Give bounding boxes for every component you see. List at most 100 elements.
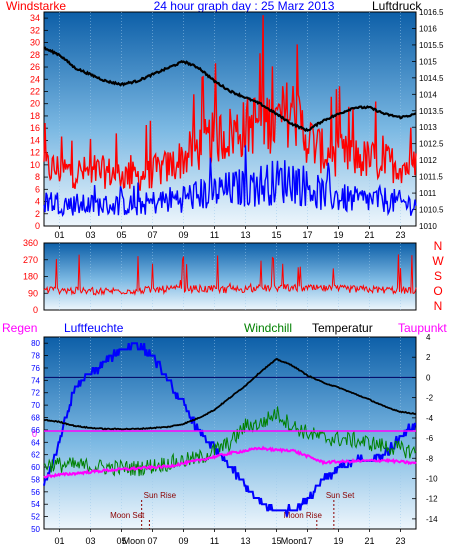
p2-direction-letter: O — [433, 284, 442, 298]
p1-y-right-tick: 1014.5 — [419, 74, 444, 83]
taupunkt-label: Taupunkt — [398, 321, 447, 335]
p1-y-left-tick: 18 — [30, 111, 40, 121]
p3-x-axis: 01 03 05 07 09 11 13 15 17 19 21 23 Moon Moon — [54, 529, 406, 546]
p3-y-left-tick: 76 — [31, 364, 40, 373]
p1-y-left-tick: 8 — [35, 172, 40, 182]
p1-x-tick: 07 — [147, 230, 157, 240]
p1-x-tick: 21 — [364, 230, 374, 240]
p3-y-right-tick: -8 — [426, 454, 434, 463]
p1-y-right-tick: 1016.5 — [419, 8, 444, 17]
p3-x-tick: 01 — [54, 536, 64, 546]
p1-y-left-tick: 34 — [30, 13, 40, 23]
p1-y-right-tick: 1013.5 — [419, 107, 444, 116]
rain-zero-marker: 0 — [32, 429, 37, 439]
p1-y-left-tick: 4 — [35, 197, 40, 207]
p3-y-left-tick: 58 — [31, 475, 40, 484]
p3-y-right-tick: -6 — [426, 434, 434, 443]
p1-y-left-tick: 24 — [30, 74, 40, 84]
p3-x-tick: 15 — [271, 536, 281, 546]
p1-y-right-tick: 1012 — [419, 156, 437, 165]
p1-x-tick: 15 — [271, 230, 281, 240]
p1-y-right-tick: 1016 — [419, 24, 437, 33]
p2-series — [43, 254, 417, 296]
moon-set-label: Moon Set — [110, 511, 145, 520]
p3-y-left-tick: 80 — [31, 339, 40, 348]
p1-y-left-tick: 26 — [30, 62, 40, 72]
p3-y-left-tick: 70 — [31, 401, 40, 410]
p1-y-right-tick: 1014 — [419, 90, 437, 99]
p1-series — [43, 15, 417, 218]
p3-x-tick: 17 — [302, 536, 312, 546]
p3-y-left-tick: 56 — [31, 488, 40, 497]
p1-x-tick: 09 — [178, 230, 188, 240]
p1-y-left-tick: 30 — [30, 38, 40, 48]
p3-y-left-tick: 62 — [31, 451, 40, 460]
p1-y-left-tick: 14 — [30, 135, 40, 145]
plot-area-wind-direction — [43, 242, 417, 311]
p3-y-left-tick: 66 — [31, 426, 40, 435]
p2-y-tick: 360 — [23, 238, 38, 248]
p1-y-left-tick: 12 — [30, 148, 40, 158]
p3-annotations: Sun Rise Sun Set Moon Set Moon Rise — [110, 491, 355, 529]
p3-y-right-tick: -10 — [426, 474, 438, 483]
p3-y-left-tick: 68 — [31, 414, 40, 423]
regen-label: Regen — [2, 321, 37, 335]
p1-x-tick: 03 — [85, 230, 95, 240]
windstarke-label: Windstarke — [6, 0, 66, 13]
series-direction-line — [43, 254, 417, 296]
p1-x-tick: 05 — [116, 230, 126, 240]
p3-y-left-tick: 64 — [31, 438, 40, 447]
p3-y-right-tick: 4 — [426, 333, 431, 342]
series-windchill-line — [44, 406, 417, 477]
p2-y-left-axis: 0 90 180 270 360 — [23, 238, 48, 315]
p1-y-right-tick: 1012.5 — [419, 140, 444, 149]
moon-rise-label: Moon Rise — [284, 511, 323, 520]
luftfeuchte-label: Luftfeuchte — [64, 321, 124, 335]
p3-y-left-tick: 60 — [31, 463, 40, 472]
p3-y-left-axis: 50 52 54 56 58 60 62 64 66 68 70 72 74 76 78 80 — [31, 339, 48, 534]
p3-y-right-tick: -2 — [426, 394, 434, 403]
p3-y-right-axis: -14 -12 -10 -8 -6 -4 -2 0 2 4 — [412, 333, 438, 524]
p1-y-right-tick: 1013 — [419, 123, 437, 132]
p1-y-right-tick: 1010.5 — [419, 206, 444, 215]
p1-y-right-tick: 1011.5 — [419, 173, 443, 182]
p3-x-tick: 13 — [240, 536, 250, 546]
p1-x-tick: 17 — [302, 230, 312, 240]
p1-x-tick: 11 — [210, 230, 219, 240]
p3-y-right-tick: -4 — [426, 414, 434, 423]
p1-y-left-tick: 10 — [30, 160, 40, 170]
series-temperatur-line — [43, 357, 417, 431]
p1-y-left-tick: 22 — [30, 86, 40, 96]
p1-x-tick: 13 — [240, 230, 250, 240]
p1-y-left-tick: 20 — [30, 99, 40, 109]
p3-x-tick: 19 — [333, 536, 343, 546]
series-wind-line — [43, 145, 417, 218]
temperatur-label: Temperatur — [312, 321, 373, 335]
p1-y-right-tick: 1011 — [419, 189, 437, 198]
chart-title: 24 hour graph day : 25 Marz 2013 — [154, 0, 335, 13]
p1-y-right-tick: 1015.5 — [419, 41, 444, 50]
series-pressure-line — [43, 46, 417, 133]
p3-x-tick: 07 — [147, 536, 157, 546]
p2-y-tick: 180 — [23, 272, 38, 282]
p1-x-tick: 19 — [333, 230, 343, 240]
p3-x-tick: 21 — [364, 536, 374, 546]
p3-series — [43, 342, 417, 517]
p1-y-left-tick: 6 — [35, 184, 40, 194]
luftdruck-label: Luftdruck — [372, 0, 422, 13]
windchill-label: Windchill — [244, 321, 292, 335]
p3-y-right-tick: -14 — [426, 515, 438, 524]
p3-moon-tick: Moon — [281, 536, 304, 546]
p3-x-tick: 11 — [210, 536, 219, 546]
p1-x-tick: 23 — [395, 230, 405, 240]
p1-y-left-tick: 28 — [30, 50, 40, 60]
p1-y-left-tick: 0 — [35, 221, 40, 231]
sun-set-label: Sun Set — [326, 491, 355, 500]
p3-x-tick: 23 — [395, 536, 405, 546]
p2-y-tick: 90 — [28, 288, 38, 298]
p1-y-right-tick: 1015 — [419, 57, 437, 66]
series-gust-line — [43, 15, 417, 191]
